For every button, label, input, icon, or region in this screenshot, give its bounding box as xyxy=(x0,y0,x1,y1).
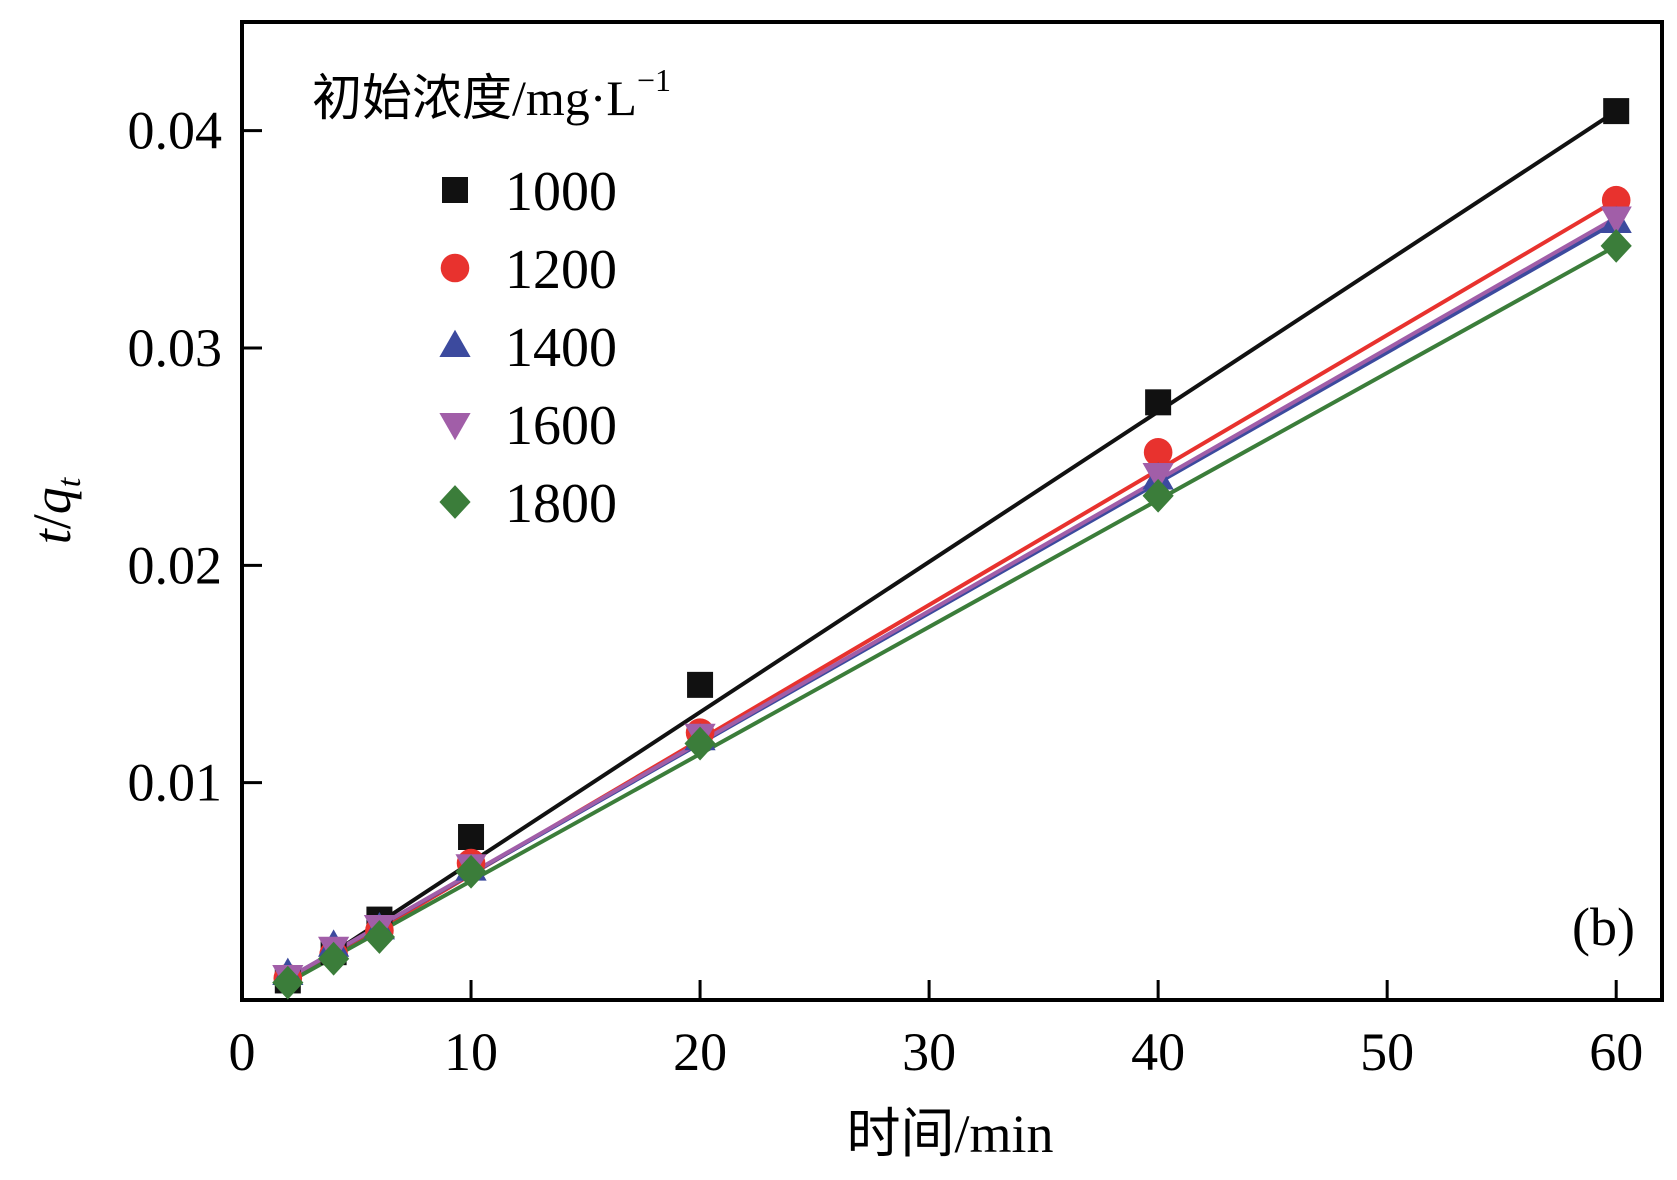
legend-marker-1000 xyxy=(442,177,468,203)
point-1800-4 xyxy=(684,726,716,761)
axis-ticks xyxy=(240,129,1618,1000)
point-1800-2 xyxy=(363,920,396,954)
panel-label: (b) xyxy=(1572,897,1635,957)
legend-title-superscript: −1 xyxy=(637,62,671,98)
axis-tick-labels: 0 10 20 30 40 50 60 0.01 0.02 0.03 0.04 xyxy=(128,101,1644,1082)
point-1800-0 xyxy=(272,965,304,1000)
plot-frame xyxy=(240,20,1664,1002)
y-tick-label-1: 0.02 xyxy=(128,535,223,595)
y-tick-label-2: 0.03 xyxy=(128,318,223,378)
point-1800-6 xyxy=(1600,228,1632,263)
legend-marker-1400 xyxy=(439,329,471,358)
y-axis-title-slash: / xyxy=(22,514,82,529)
legend-label-1800: 1800 xyxy=(505,473,617,535)
x-tick-label-4: 40 xyxy=(1131,1022,1185,1082)
y-tick-label-3: 0.04 xyxy=(128,101,223,161)
point-1800-1 xyxy=(318,941,350,976)
x-tick-label-6: 60 xyxy=(1589,1022,1643,1082)
point-1800-5 xyxy=(1142,478,1174,513)
point-1000-3 xyxy=(458,824,485,850)
y-axis-title-q: q xyxy=(22,487,82,514)
legend-label-1200: 1200 xyxy=(505,239,617,301)
legend-marker-1200 xyxy=(440,253,470,283)
x-tick-label-0: 0 xyxy=(229,1022,256,1082)
fit-line-1000 xyxy=(286,109,1618,985)
legend: 初始浓度/mg·L−1 1000 1200 1400 1600 1800 xyxy=(312,62,671,535)
y-axis-title: t/qt xyxy=(22,476,88,544)
legend-items: 1000 1200 1400 1600 1800 xyxy=(439,161,617,535)
x-tick-label-3: 30 xyxy=(902,1022,956,1082)
point-1000-4 xyxy=(687,671,714,698)
y-axis-title-t: t xyxy=(22,527,82,544)
legend-marker-1800 xyxy=(439,485,471,519)
legend-title-text: 初始浓度/mg·L xyxy=(312,70,637,126)
fit-line-1600 xyxy=(286,215,1618,981)
legend-label-1600: 1600 xyxy=(505,395,617,457)
x-axis-title: 时间/min xyxy=(846,1104,1053,1164)
data-points xyxy=(272,98,1632,1000)
point-1000-6 xyxy=(1603,98,1630,125)
y-axis-title-subscript: t xyxy=(51,476,88,487)
legend-label-1400: 1400 xyxy=(505,317,617,379)
y-tick-label-0: 0.01 xyxy=(128,753,223,813)
point-1600-5 xyxy=(1142,463,1174,491)
point-1800-3 xyxy=(455,854,487,889)
legend-marker-1600 xyxy=(439,412,471,441)
point-1600-6 xyxy=(1600,206,1632,234)
point-1200-5 xyxy=(1143,438,1173,467)
x-tick-label-2: 20 xyxy=(673,1022,727,1082)
point-1000-5 xyxy=(1145,389,1172,416)
fit-line-1800 xyxy=(286,244,1618,985)
fit-lines xyxy=(286,109,1618,985)
x-tick-label-5: 50 xyxy=(1360,1022,1414,1082)
legend-label-1000: 1000 xyxy=(505,161,617,223)
x-tick-label-1: 10 xyxy=(444,1022,498,1082)
legend-title: 初始浓度/mg·L−1 xyxy=(312,62,671,126)
